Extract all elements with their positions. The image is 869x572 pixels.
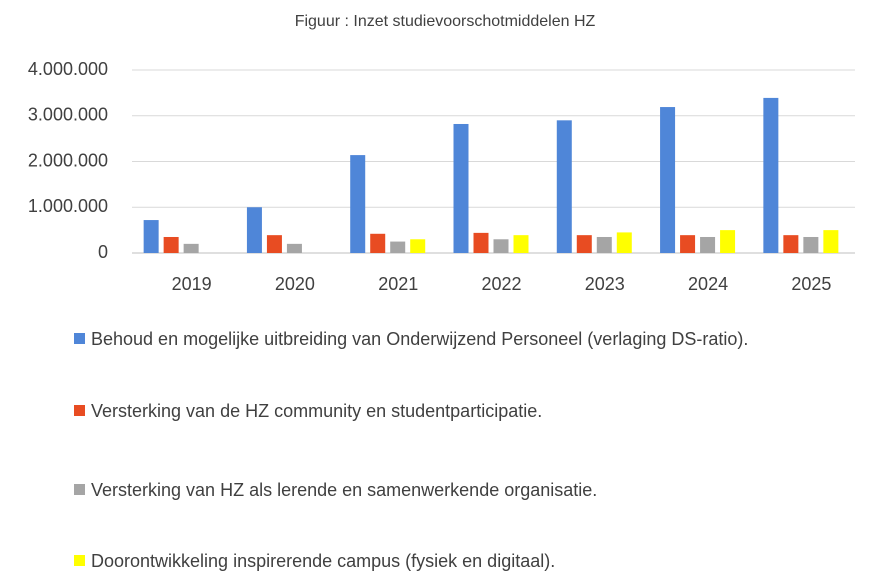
- bar: [576, 235, 592, 253]
- x-tick-label: 2024: [688, 274, 728, 294]
- bar: [246, 207, 262, 253]
- legend-swatch: [74, 484, 85, 495]
- bar: [783, 235, 799, 253]
- bar: [183, 243, 199, 253]
- y-tick-label: 1.000.000: [28, 196, 108, 216]
- bar: [763, 97, 779, 253]
- x-tick-label: 2019: [172, 274, 212, 294]
- legend-label: Doorontwikkeling inspirerende campus (fy…: [91, 551, 556, 571]
- chart-title: Figuur : Inzet studievoorschotmiddelen H…: [295, 13, 596, 30]
- x-tick-label: 2020: [275, 274, 315, 294]
- bar: [286, 243, 302, 253]
- legend-swatch: [74, 333, 85, 344]
- bar: [493, 239, 509, 253]
- bar: [410, 239, 426, 253]
- legend-swatch: [74, 405, 85, 416]
- bar: [390, 241, 406, 253]
- bar: [350, 155, 366, 253]
- bar: [370, 233, 386, 253]
- legend-item: Doorontwikkeling inspirerende campus (fy…: [74, 547, 839, 572]
- legend-label: Versterking van de HZ community en stude…: [91, 401, 543, 421]
- bar: [616, 232, 632, 253]
- x-tick-label: 2025: [791, 274, 831, 294]
- bar: [803, 236, 819, 253]
- legend-label: Behoud en mogelijke uitbreiding van Onde…: [91, 329, 749, 349]
- x-tick-label: 2022: [481, 274, 521, 294]
- bar: [660, 107, 676, 254]
- bar: [473, 232, 489, 253]
- bar: [720, 230, 736, 253]
- bar: [143, 220, 159, 253]
- bar: [163, 236, 179, 253]
- bar: [556, 120, 572, 253]
- bar: [700, 236, 716, 253]
- y-tick-label: 0: [98, 242, 108, 262]
- legend-label: Versterking van HZ als lerende en samenw…: [91, 480, 598, 500]
- bar: [680, 235, 696, 253]
- y-tick-label: 3.000.000: [28, 105, 108, 125]
- legend-item: Behoud en mogelijke uitbreiding van Onde…: [74, 325, 839, 353]
- chart: Figuur : Inzet studievoorschotmiddelen H…: [28, 13, 855, 294]
- legend-item: Versterking van HZ als lerende en samenw…: [74, 476, 839, 504]
- bar: [513, 235, 529, 253]
- x-tick-label: 2021: [378, 274, 418, 294]
- bar: [823, 230, 839, 253]
- y-tick-label: 4.000.000: [28, 59, 108, 79]
- bar: [453, 123, 469, 253]
- legend-swatch: [74, 555, 85, 566]
- bar: [596, 236, 612, 253]
- legend-item: Versterking van de HZ community en stude…: [74, 397, 839, 425]
- bar: [266, 235, 282, 253]
- y-tick-label: 2.000.000: [28, 150, 108, 170]
- x-tick-label: 2023: [585, 274, 625, 294]
